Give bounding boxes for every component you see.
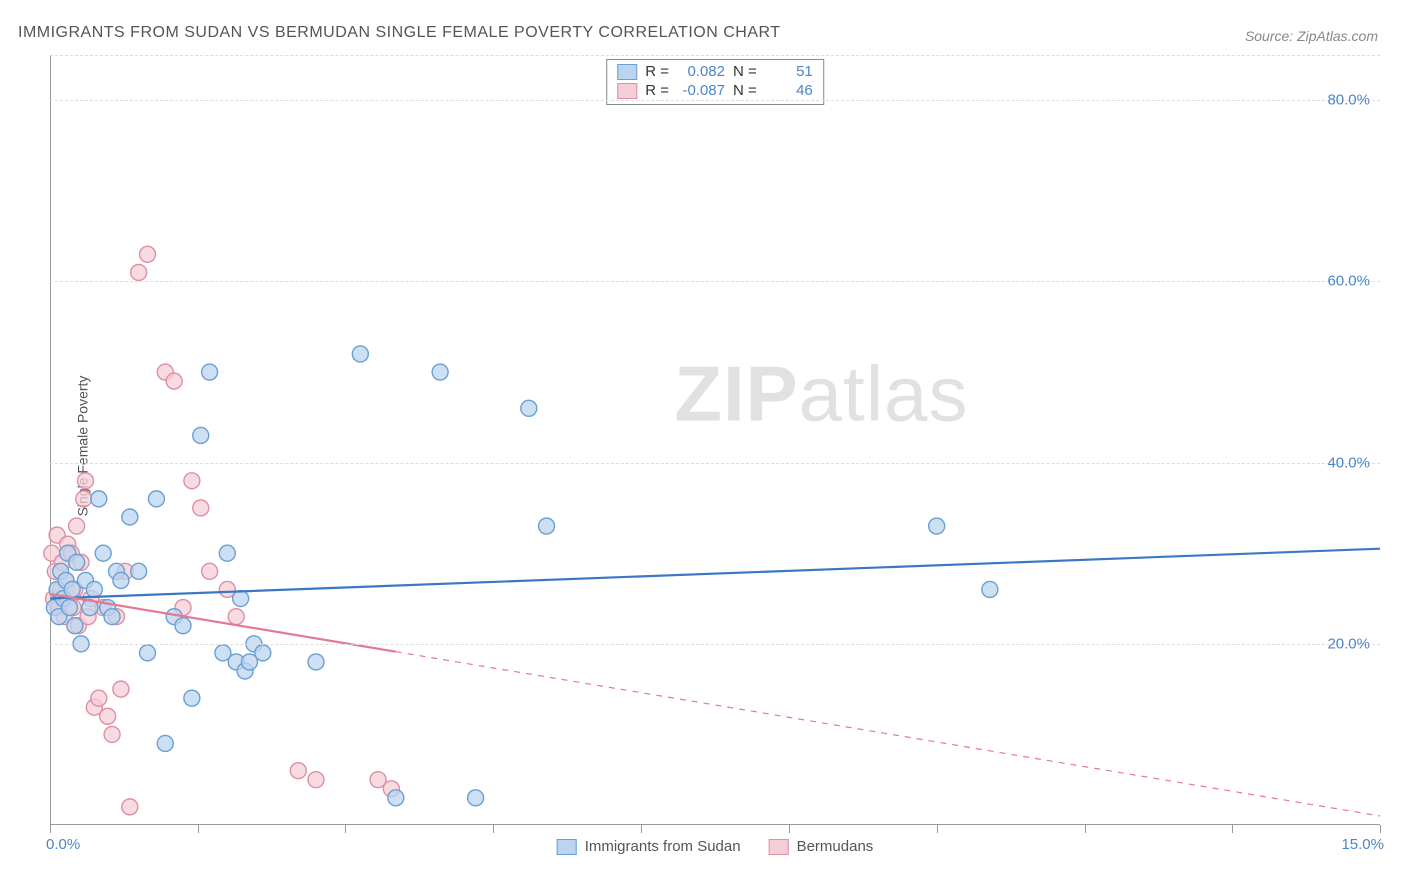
r-label: R = — [645, 63, 669, 80]
data-point — [388, 790, 404, 806]
data-point — [166, 373, 182, 389]
y-tick-label: 20.0% — [1327, 635, 1370, 652]
data-point — [290, 763, 306, 779]
y-tick-label: 80.0% — [1327, 92, 1370, 109]
data-point — [113, 572, 129, 588]
data-point — [131, 563, 147, 579]
data-point — [69, 518, 85, 534]
stats-row-sudan: R = 0.082 N = 51 — [617, 62, 813, 81]
data-point — [175, 618, 191, 634]
gridline-h — [50, 644, 1380, 645]
regression-line — [50, 549, 1380, 599]
data-point — [77, 473, 93, 489]
data-point — [233, 591, 249, 607]
chart-title: IMMIGRANTS FROM SUDAN VS BERMUDAN SINGLE… — [18, 24, 781, 42]
r-value-bermudans: -0.087 — [677, 82, 725, 99]
stats-row-bermudans: R = -0.087 N = 46 — [617, 81, 813, 100]
data-point — [67, 618, 83, 634]
data-point — [140, 246, 156, 262]
data-point — [202, 563, 218, 579]
gridline-top — [50, 55, 1380, 56]
data-point — [113, 681, 129, 697]
data-point — [202, 364, 218, 380]
data-point — [76, 491, 92, 507]
x-tick — [937, 825, 938, 833]
legend-label-sudan: Immigrants from Sudan — [585, 838, 741, 855]
data-point — [91, 690, 107, 706]
legend-item-bermudans: Bermudans — [769, 838, 874, 855]
x-tick — [50, 825, 51, 833]
x-tick — [493, 825, 494, 833]
chart-svg — [50, 55, 1380, 825]
x-tick — [1232, 825, 1233, 833]
swatch-bermudans — [617, 83, 637, 99]
x-tick — [198, 825, 199, 833]
data-point — [104, 726, 120, 742]
n-label-2: N = — [733, 82, 757, 99]
data-point — [193, 500, 209, 516]
x-tick — [1380, 825, 1381, 833]
legend-swatch-bermudans — [769, 839, 789, 855]
data-point — [219, 545, 235, 561]
data-point — [148, 491, 164, 507]
data-point — [157, 735, 173, 751]
data-point — [468, 790, 484, 806]
data-point — [86, 581, 102, 597]
data-point — [122, 509, 138, 525]
data-point — [140, 645, 156, 661]
data-point — [228, 609, 244, 625]
x-tick — [1085, 825, 1086, 833]
gridline-h — [50, 100, 1380, 101]
n-label: N = — [733, 63, 757, 80]
x-tick — [789, 825, 790, 833]
plot-area: ZIPatlas R = 0.082 N = 51 R = -0.087 N =… — [50, 55, 1380, 825]
gridline-h — [50, 281, 1380, 282]
data-point — [69, 554, 85, 570]
data-point — [131, 264, 147, 280]
y-tick-label: 40.0% — [1327, 454, 1370, 471]
data-point — [91, 491, 107, 507]
data-point — [184, 473, 200, 489]
n-value-sudan: 51 — [765, 63, 813, 80]
legend-item-sudan: Immigrants from Sudan — [557, 838, 741, 855]
n-value-bermudans: 46 — [765, 82, 813, 99]
y-tick-label: 60.0% — [1327, 273, 1370, 290]
r-label-2: R = — [645, 82, 669, 99]
data-point — [539, 518, 555, 534]
data-point — [929, 518, 945, 534]
data-point — [352, 346, 368, 362]
regression-line-dashed — [396, 652, 1380, 816]
legend-label-bermudans: Bermudans — [797, 838, 874, 855]
bottom-legend: Immigrants from Sudan Bermudans — [557, 838, 874, 855]
data-point — [308, 772, 324, 788]
swatch-sudan — [617, 64, 637, 80]
data-point — [184, 690, 200, 706]
r-value-sudan: 0.082 — [677, 63, 725, 80]
x-start-label: 0.0% — [46, 836, 80, 853]
data-point — [308, 654, 324, 670]
data-point — [255, 645, 271, 661]
data-point — [521, 400, 537, 416]
data-point — [432, 364, 448, 380]
data-point — [122, 799, 138, 815]
x-tick — [641, 825, 642, 833]
stats-box: R = 0.082 N = 51 R = -0.087 N = 46 — [606, 59, 824, 105]
data-point — [982, 581, 998, 597]
data-point — [193, 427, 209, 443]
legend-swatch-sudan — [557, 839, 577, 855]
source-attribution: Source: ZipAtlas.com — [1245, 28, 1378, 44]
data-point — [95, 545, 111, 561]
data-point — [100, 708, 116, 724]
gridline-h — [50, 463, 1380, 464]
x-tick — [345, 825, 346, 833]
data-point — [62, 600, 78, 616]
data-point — [104, 609, 120, 625]
x-end-label: 15.0% — [1341, 836, 1384, 853]
